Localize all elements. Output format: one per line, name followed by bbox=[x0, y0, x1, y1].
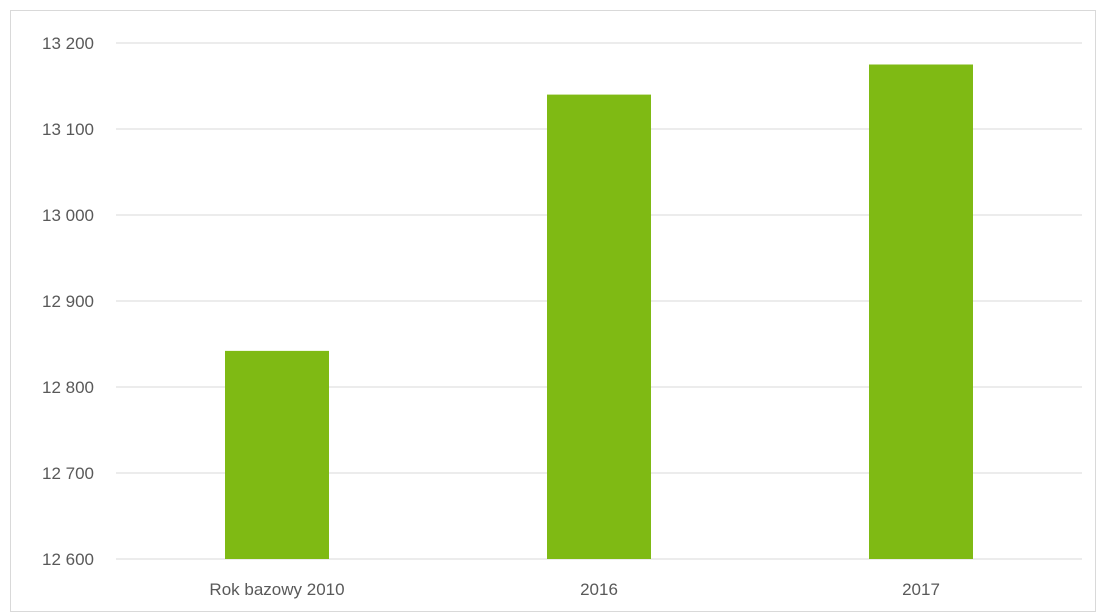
x-tick-label: 2017 bbox=[902, 580, 940, 599]
y-tick-label: 12 600 bbox=[42, 550, 94, 569]
bars bbox=[225, 64, 973, 559]
y-tick-label: 13 100 bbox=[42, 120, 94, 139]
bar-3 bbox=[869, 64, 973, 559]
x-tick-label: 2016 bbox=[580, 580, 618, 599]
bar-1 bbox=[225, 350, 329, 559]
y-tick-label: 12 800 bbox=[42, 378, 94, 397]
y-axis: 12 600 12 700 12 800 12 900 13 000 13 100 13 2… bbox=[42, 34, 94, 569]
y-tick-label: 13 200 bbox=[42, 34, 94, 53]
x-axis: Rok bazowy 2010 2016 2017 bbox=[209, 580, 939, 599]
x-tick-label: Rok bazowy 2010 bbox=[209, 580, 344, 599]
y-tick-label: 12 900 bbox=[42, 292, 94, 311]
y-tick-label: 12 700 bbox=[42, 464, 94, 483]
y-tick-label: 13 000 bbox=[42, 206, 94, 225]
bar-2 bbox=[547, 94, 651, 559]
